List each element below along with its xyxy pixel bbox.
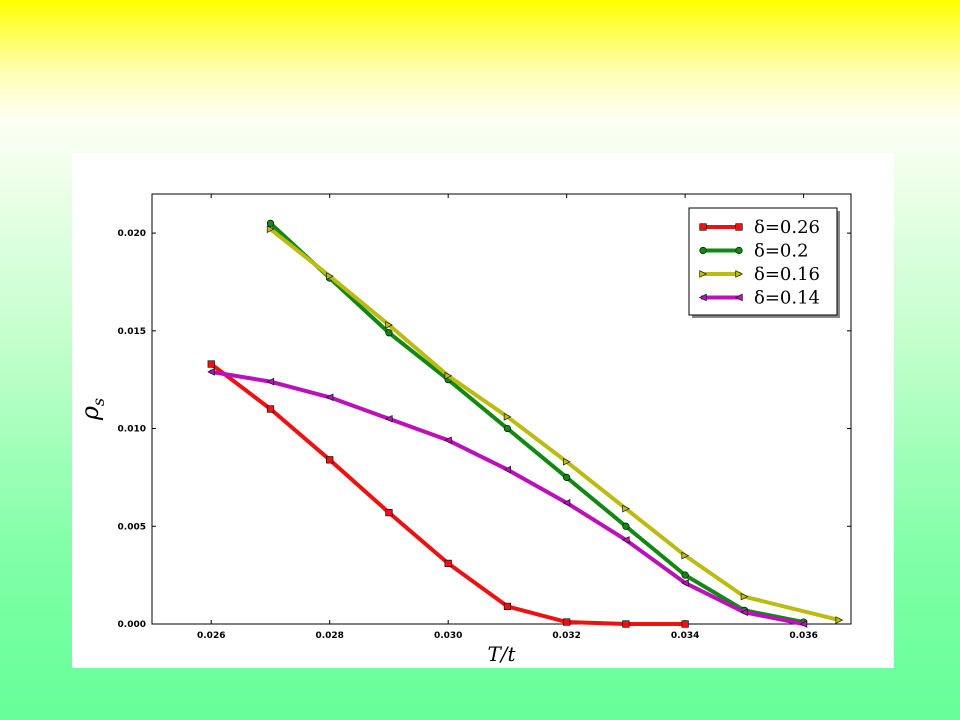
- y-tick-label: 0.000: [118, 620, 146, 630]
- data-point-marker: [699, 293, 707, 302]
- axis-ticks: 0.026 0.028 0.030 0.032 0.034 0.036 0.000 0.005…: [118, 194, 851, 641]
- data-point-marker: [326, 456, 334, 464]
- data-point-marker: [266, 219, 275, 227]
- data-point-marker: [835, 616, 844, 624]
- data-point-marker: [266, 377, 275, 386]
- legend-item: δ=0.14: [699, 288, 820, 309]
- data-point-marker: [207, 368, 215, 376]
- legend-label: δ=0.14: [754, 288, 820, 309]
- legend-label: δ=0.26: [754, 217, 820, 238]
- data-point-marker: [444, 371, 453, 380]
- series-line: [209, 369, 806, 626]
- x-tick-label: 0.036: [789, 631, 817, 641]
- data-point-marker: [681, 620, 689, 628]
- y-axis-title-subscript: s: [89, 398, 108, 406]
- y-tick-label: 0.010: [118, 425, 146, 435]
- data-point-marker: [563, 473, 571, 482]
- series-line: [268, 227, 842, 623]
- legend-label: δ=0.16: [754, 264, 820, 285]
- data-point-marker: [503, 424, 512, 433]
- data-point-marker: [681, 551, 690, 560]
- data-point-marker: [622, 620, 630, 628]
- x-tick-label: 0.032: [552, 631, 580, 641]
- data-point-marker: [622, 522, 630, 530]
- legend-item: δ=0.16: [699, 264, 820, 285]
- data-point-marker: [385, 508, 393, 517]
- legend-item: δ=0.26: [699, 217, 820, 238]
- x-axis-title: T/t: [487, 642, 516, 666]
- x-tick-label: 0.026: [197, 631, 225, 641]
- data-point-marker: [385, 329, 393, 337]
- series-line: [209, 362, 688, 626]
- series-triangle-left: [207, 368, 808, 628]
- data-point-marker: [681, 571, 689, 579]
- data-point-marker: [799, 620, 808, 628]
- series-triangle-right: [266, 225, 844, 624]
- y-tick-label: 0.020: [118, 229, 146, 239]
- data-point-marker: [735, 246, 743, 255]
- y-axis-title-symbol: ρ: [76, 406, 104, 421]
- legend-item: δ=0.2: [699, 241, 809, 262]
- y-tick-label: 0.005: [118, 522, 146, 532]
- data-point-marker: [444, 436, 452, 445]
- data-point-marker: [444, 559, 452, 568]
- series-line: [268, 221, 806, 625]
- data-point-marker: [699, 270, 707, 278]
- data-point-marker: [562, 499, 571, 507]
- data-point-marker: [385, 321, 393, 329]
- data-point-marker: [740, 592, 749, 601]
- data-point-marker: [503, 413, 512, 421]
- legend-label: δ=0.2: [754, 241, 809, 262]
- data-point-marker: [266, 225, 275, 233]
- rho-s-vs-temperature-chart: 0.026 0.028 0.030 0.032 0.034 0.036 0.000 0.005…: [76, 193, 852, 666]
- data-point-marker: [266, 405, 275, 413]
- data-point-marker: [563, 618, 571, 626]
- y-axis-title: ρs: [76, 398, 108, 421]
- data-point-marker: [563, 457, 571, 466]
- x-tick-label: 0.034: [671, 631, 699, 641]
- data-point-marker: [384, 414, 393, 423]
- series-layer: [207, 219, 844, 628]
- data-point-marker: [699, 246, 707, 255]
- data-point-marker: [735, 270, 743, 278]
- data-point-marker: [681, 579, 689, 587]
- data-point-marker: [207, 360, 215, 368]
- data-point-marker: [326, 272, 334, 280]
- data-point-marker: [503, 465, 512, 474]
- series-square: [207, 360, 689, 628]
- data-point-marker: [699, 223, 707, 231]
- plot-frame: [151, 193, 852, 625]
- y-tick-label: 0.015: [118, 327, 146, 337]
- x-tick-label: 0.028: [315, 631, 343, 641]
- x-tick-label: 0.030: [434, 631, 462, 641]
- plot-area: [151, 193, 852, 625]
- data-point-marker: [503, 602, 512, 611]
- legend: δ=0.26 δ=0.2δ=0.16 δ=0.14: [688, 207, 840, 318]
- data-point-marker: [325, 393, 334, 402]
- chart-panel: 0.026 0.028 0.030 0.032 0.034 0.036 0.000 0.005…: [72, 153, 894, 668]
- data-point-marker: [621, 536, 630, 544]
- data-point-marker: [735, 223, 743, 231]
- data-point-marker: [735, 293, 743, 302]
- data-point-marker: [740, 608, 748, 617]
- data-point-marker: [622, 504, 630, 513]
